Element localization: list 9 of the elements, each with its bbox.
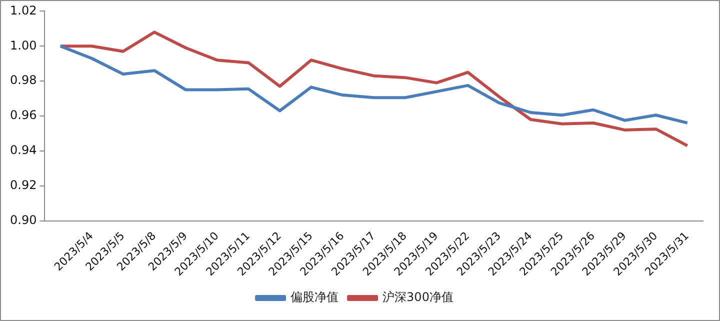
y-tick-label: 0.98 xyxy=(10,73,37,88)
y-tick-label: 0.90 xyxy=(10,212,37,227)
y-tick-label: 1.02 xyxy=(10,3,37,18)
legend-label: 偏股净值 xyxy=(290,290,339,304)
y-tick-label: 1.00 xyxy=(10,38,37,52)
y-tick-label: 0.96 xyxy=(10,108,37,122)
y-tick-label: 0.94 xyxy=(10,143,37,158)
legend-label: 沪深300净值 xyxy=(382,290,454,304)
y-tick-label: 0.92 xyxy=(10,178,37,192)
